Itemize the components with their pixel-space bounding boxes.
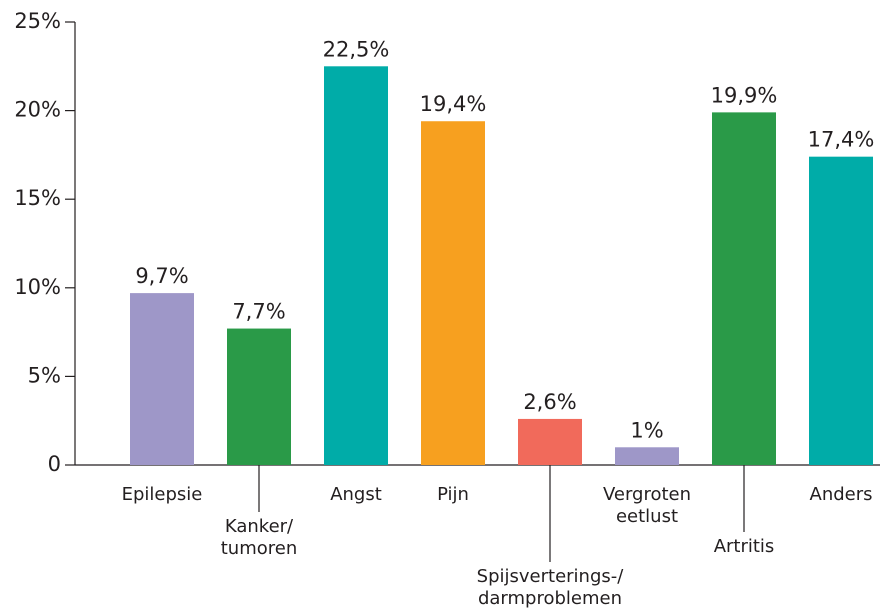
value-label: 17,4% <box>808 128 875 152</box>
bar <box>130 293 194 465</box>
y-tick-label: 15% <box>14 186 61 210</box>
bar <box>809 156 873 465</box>
value-label: 1% <box>630 418 663 442</box>
bar <box>518 418 582 465</box>
x-tick-label: Kanker/ tumoren <box>220 516 298 559</box>
x-tick-label: Vergroten eetlust <box>602 484 692 527</box>
bar <box>712 112 776 465</box>
bar <box>421 121 485 466</box>
x-tick-label: Angst <box>330 484 382 505</box>
y-tick-label: 25% <box>14 9 61 33</box>
value-label: 7,7% <box>232 300 285 324</box>
value-label: 22,5% <box>323 37 390 61</box>
y-tick-label: 0 <box>48 452 61 476</box>
x-tick-label: Anders <box>809 484 873 505</box>
x-tick-label: Spijsverterings-/ darmproblemen <box>476 566 624 609</box>
value-label: 19,4% <box>420 92 487 116</box>
value-label: 2,6% <box>523 390 576 414</box>
bar <box>227 328 291 465</box>
y-tick-label: 20% <box>14 98 61 122</box>
value-label: 9,7% <box>135 264 188 288</box>
value-label: 19,9% <box>711 83 778 107</box>
bar <box>615 447 679 465</box>
y-tick-label: 5% <box>28 363 61 387</box>
y-tick-label: 10% <box>14 275 61 299</box>
x-tick-label: Pijn <box>437 484 469 505</box>
x-tick-label: Artritis <box>713 536 775 557</box>
bar <box>324 66 388 466</box>
x-tick-label: Epilepsie <box>121 484 203 505</box>
